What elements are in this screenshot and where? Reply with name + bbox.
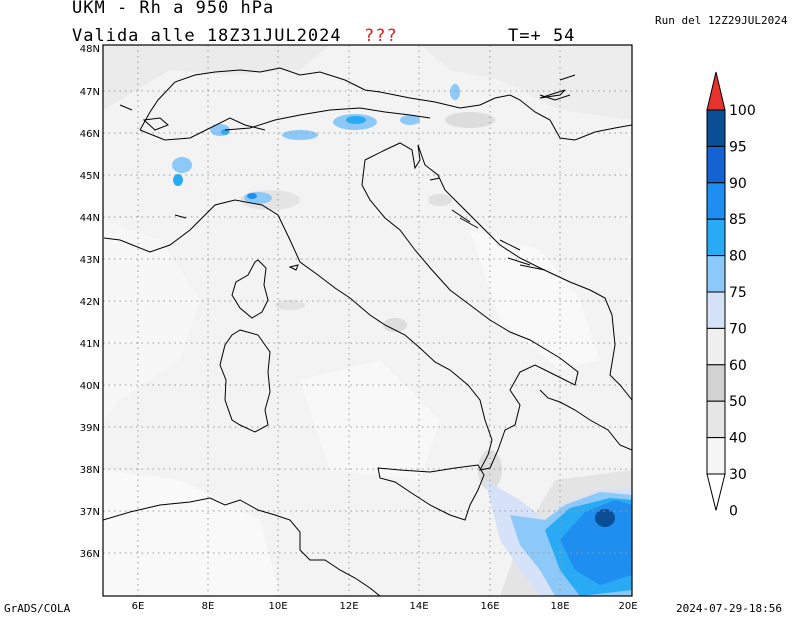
colorbar-label: 85 — [729, 212, 747, 228]
grads-credit: GrADS/COLA — [4, 602, 71, 615]
colorbar-segment — [706, 291, 726, 329]
lat-label: 46N — [80, 129, 100, 140]
longitude-labels: 6E 8E 10E 12E 14E 16E 18E 20E — [132, 601, 638, 612]
colorbar-segment — [706, 364, 726, 402]
colorbar-label: 80 — [729, 249, 747, 265]
lat-label: 42N — [80, 297, 100, 308]
lon-label: 20E — [618, 601, 637, 612]
lon-label: 12E — [339, 601, 358, 612]
colorbar-segment — [706, 109, 726, 147]
colorbar-label: 90 — [729, 176, 747, 192]
lat-label: 45N — [80, 171, 100, 182]
lat-label: 36N — [80, 549, 100, 560]
colorbar-segment — [706, 473, 726, 511]
colorbar-label: 40 — [729, 431, 747, 447]
lat-label: 38N — [80, 465, 100, 476]
lat-label: 39N — [80, 423, 100, 434]
colorbar-segment — [706, 145, 726, 184]
latitude-labels: 48N 47N 46N 45N 44N 43N 42N 41N 40N 39N … — [80, 44, 100, 560]
lon-label: 18E — [550, 601, 569, 612]
lat-label: 37N — [80, 507, 100, 518]
map-frame — [102, 44, 633, 597]
colorbar-label: 60 — [729, 358, 747, 374]
colorbar-label: 50 — [729, 394, 747, 410]
lat-label: 41N — [80, 339, 100, 350]
ionian-humidity — [485, 480, 632, 596]
lon-label: 14E — [409, 601, 428, 612]
colorbar-segment — [706, 182, 726, 220]
humidity-field — [103, 45, 632, 596]
coastlines — [103, 67, 632, 596]
lat-label: 40N — [80, 381, 100, 392]
lat-label: 44N — [80, 213, 100, 224]
forecast-step: T=+ 54 — [508, 26, 576, 46]
lon-label: 8E — [202, 601, 215, 612]
graticule — [103, 45, 632, 596]
chart-title: UKM - Rh a 950 hPa — [72, 0, 275, 18]
colorbar-segment — [706, 218, 726, 257]
warning-marker: ??? — [364, 26, 398, 46]
lat-label: 48N — [80, 44, 100, 55]
colorbar-segment — [706, 400, 726, 439]
colorbar-label: 100 — [729, 103, 756, 119]
colorbar: 100 95 90 85 80 75 70 60 50 40 30 0 — [706, 71, 756, 519]
colorbar-segment — [706, 327, 726, 366]
lat-label: 43N — [80, 255, 100, 266]
colorbar-label: 95 — [729, 139, 747, 155]
lon-label: 10E — [268, 601, 287, 612]
colorbar-label: 30 — [729, 467, 747, 483]
generation-timestamp: 2024-07-29-18:56 — [676, 602, 782, 615]
colorbar-label: 70 — [729, 321, 747, 337]
colorbar-segment — [706, 437, 726, 475]
lat-label: 47N — [80, 87, 100, 98]
colorbar-label: 0 — [729, 503, 738, 519]
lon-label: 6E — [132, 601, 145, 612]
colorbar-segment — [706, 255, 726, 293]
colorbar-overflow — [706, 71, 726, 111]
valid-time: Valida alle 18Z31JUL2024 — [72, 26, 342, 46]
run-time: Run del 12Z29JUL2024 — [655, 14, 788, 27]
colorbar-label: 75 — [729, 285, 747, 301]
lon-label: 16E — [480, 601, 499, 612]
